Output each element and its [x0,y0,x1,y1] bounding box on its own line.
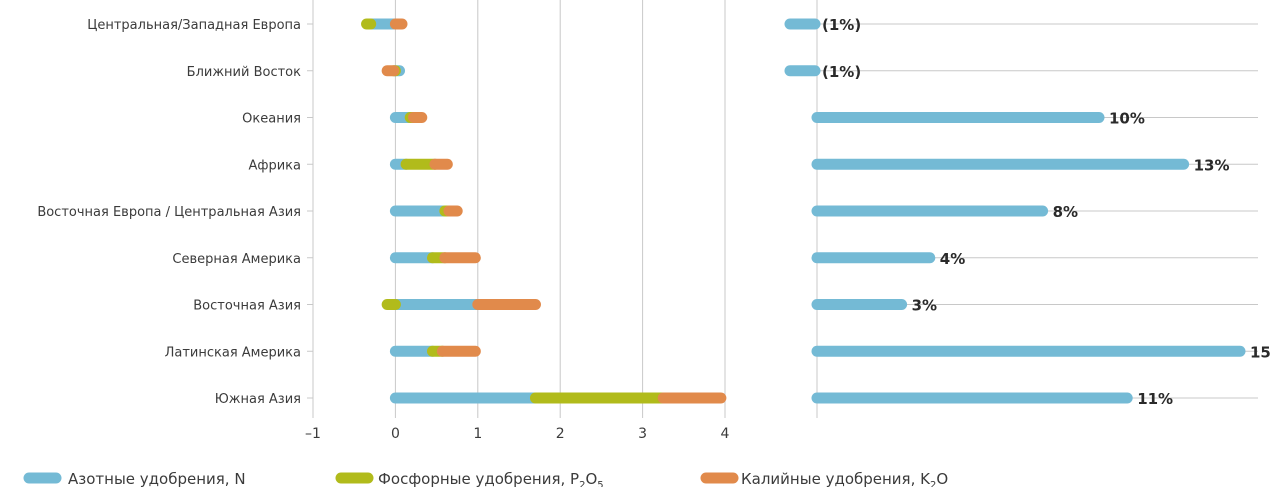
x-tick-labels: –1 0 1 2 3 4 [305,426,730,442]
change-label: 8% [1053,203,1078,221]
legend-item-phosphorus: Фосфорные удобрения, P2O5 [335,470,604,487]
change-label: 4% [940,250,965,268]
percent-labels: (1%) (1%) 10% 13% 8% 4% 3% 15 11% [822,16,1271,408]
change-label: 13% [1194,156,1230,174]
change-label: (1%) [822,16,861,34]
change-label: 10% [1109,110,1145,128]
x-tick-label: 3 [638,426,647,442]
legend-label-potassium: Калийные удобрения, K2O [741,470,948,487]
category-label: Северная Америка [172,252,301,267]
x-tick-label: 4 [721,426,730,442]
category-labels: Центральная/Западная Европа Ближний Восто… [37,18,301,407]
left-bars [361,18,727,404]
x-tick-label: 0 [391,426,400,442]
change-label: 3% [912,297,937,315]
category-label: Восточная Европа / Центральная Азия [37,205,301,220]
x-tick-label: 2 [556,426,565,442]
legend: Азотные удобрения, N Фосфорные удобрения… [23,470,948,487]
category-label: Африка [248,158,301,173]
legend-label-nitrogen: Азотные удобрения, N [68,470,246,487]
change-label: 11% [1137,390,1173,408]
legend-item-potassium: Калийные удобрения, K2O [700,470,948,487]
x-tick-label: –1 [305,426,321,442]
change-label: 15 [1250,343,1271,361]
category-label: Латинская Америка [165,345,301,360]
legend-label-phosphorus: Фосфорные удобрения, P2O5 [378,470,604,487]
legend-item-nitrogen: Азотные удобрения, N [23,470,246,487]
right-bars [784,18,1246,404]
category-label: Южная Азия [215,392,301,407]
left-grid [307,0,726,418]
x-tick-label: 1 [473,426,482,442]
category-label: Центральная/Западная Европа [87,18,301,33]
category-label: Восточная Азия [193,299,301,314]
change-label: (1%) [822,63,861,81]
category-label: Океания [242,112,301,127]
category-label: Ближний Восток [187,65,301,80]
